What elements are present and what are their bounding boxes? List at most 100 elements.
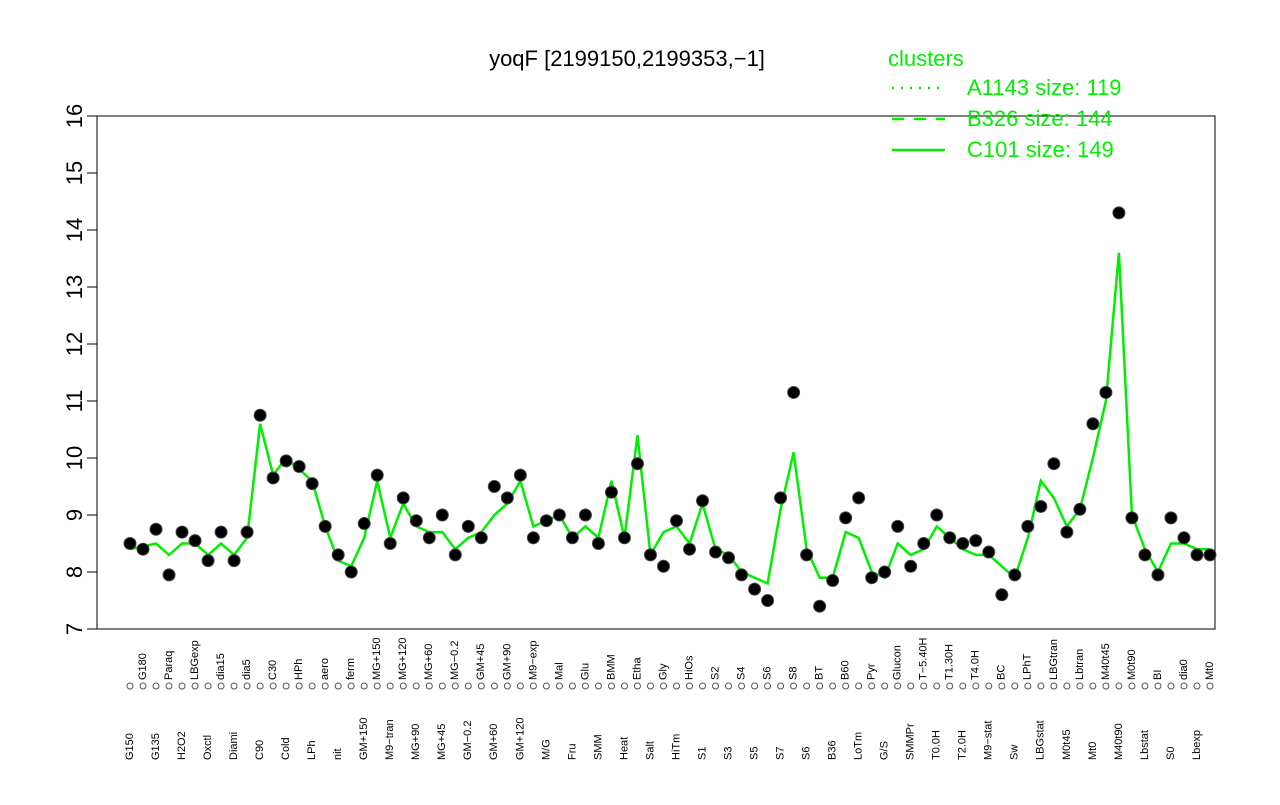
- x-tick-label: Cold: [280, 737, 292, 760]
- x-tick-label: Pyr: [866, 663, 878, 680]
- x-tick-label: G135: [150, 733, 162, 760]
- category-dot: [165, 682, 173, 690]
- category-dot: [777, 682, 785, 690]
- category-dot: [881, 682, 889, 690]
- x-tick-label: dia5: [241, 659, 253, 680]
- sample-point: [1125, 511, 1139, 525]
- x-tick-label: Gly: [657, 663, 669, 680]
- category-dot: [712, 682, 720, 690]
- sample-point: [1021, 519, 1035, 533]
- category-dot: [1076, 682, 1084, 690]
- category-dot: [399, 682, 407, 690]
- x-tick-label: MG+150: [371, 638, 383, 681]
- sample-point: [969, 534, 983, 548]
- category-dot: [933, 682, 941, 690]
- sample-point: [253, 408, 267, 422]
- category-dot: [347, 682, 355, 690]
- category-dot: [855, 682, 863, 690]
- sample-point: [943, 531, 957, 545]
- x-tick-label: Mt0: [1204, 662, 1216, 680]
- x-tick-label: HiTm: [670, 734, 682, 760]
- x-tick-label: GM−0.2: [462, 721, 474, 760]
- x-tick-label: B36: [827, 740, 839, 760]
- x-tick-label: S3: [722, 747, 734, 760]
- sample-point: [422, 531, 436, 545]
- x-tick-label: G/S: [879, 741, 891, 760]
- x-tick-label: MG−0.2: [449, 641, 461, 680]
- sample-point: [513, 468, 527, 482]
- sample-point: [266, 471, 280, 485]
- x-tick-label: MG+60: [423, 644, 435, 680]
- sample-point: [578, 508, 592, 522]
- x-tick-label: dia15: [215, 653, 227, 680]
- sample-point: [839, 511, 853, 525]
- category-dot: [542, 682, 550, 690]
- category-dot: [503, 682, 511, 690]
- x-tick-label: S6: [801, 747, 813, 760]
- x-tick-label: S2: [709, 667, 721, 680]
- y-tick-label: 12: [62, 332, 87, 356]
- x-tick-label: M9−stat: [983, 721, 995, 760]
- sample-point: [917, 537, 931, 550]
- x-tick-label: C30: [267, 660, 279, 680]
- sample-point: [409, 514, 423, 528]
- x-tick-label: H2O2: [176, 731, 188, 760]
- x-tick-label: aero: [319, 658, 331, 680]
- sample-point: [604, 485, 618, 499]
- category-dot: [386, 682, 394, 690]
- sample-point: [552, 508, 566, 522]
- sample-point: [1060, 525, 1074, 539]
- x-tick-label: Etha: [631, 656, 643, 680]
- category-dot: [256, 682, 264, 690]
- category-dot: [686, 682, 694, 690]
- category-dot: [451, 682, 459, 690]
- sample-point: [1138, 548, 1152, 562]
- x-tick-label: G150: [124, 733, 136, 760]
- x-tick-label: Glucon: [892, 645, 904, 680]
- category-dot: [738, 682, 746, 690]
- category-dot: [464, 682, 472, 690]
- sample-point: [878, 565, 892, 579]
- y-tick-label: 8: [62, 566, 87, 578]
- x-tick-label: T1.30H: [944, 644, 956, 680]
- category-dot: [725, 682, 733, 690]
- sample-point: [1177, 531, 1191, 545]
- sample-point: [683, 542, 697, 556]
- category-dot: [438, 682, 446, 690]
- sample-point: [474, 531, 488, 545]
- sample-point: [305, 477, 319, 491]
- x-tick-label: M0t90: [1126, 649, 1138, 680]
- sample-point: [787, 385, 801, 399]
- sample-point: [630, 457, 644, 471]
- x-tick-label: Oxctl: [202, 735, 214, 760]
- x-tick-label: M/G: [540, 739, 552, 760]
- category-dot: [972, 682, 980, 690]
- x-tick-label: T2.0H: [957, 730, 969, 760]
- category-dot: [920, 682, 928, 690]
- sample-point: [1151, 568, 1165, 582]
- category-dot: [894, 682, 902, 690]
- sample-point: [461, 519, 475, 533]
- x-tick-label: T−5.40H: [918, 637, 930, 680]
- sample-point: [565, 531, 579, 545]
- x-tick-label: GM+45: [475, 644, 487, 680]
- x-tick-label: dia0: [1178, 659, 1190, 680]
- x-tick-label: Heat: [618, 737, 630, 760]
- category-dot: [412, 682, 420, 690]
- legend-label: C101 size: 149: [967, 137, 1114, 162]
- sample-point: [500, 491, 514, 505]
- category-dot: [516, 682, 524, 690]
- category-dot: [1128, 682, 1136, 690]
- sample-point: [136, 542, 150, 556]
- category-dot: [1115, 682, 1123, 690]
- sample-point: [852, 491, 866, 505]
- category-dot: [985, 682, 993, 690]
- x-tick-label: S4: [735, 667, 747, 680]
- chart-title: yoqF [2199150,2199353,−1]: [489, 46, 765, 71]
- x-tick-label: T0.0H: [931, 730, 943, 760]
- x-tick-label: MG+45: [436, 724, 448, 760]
- sample-point: [175, 525, 189, 539]
- sample-point: [865, 571, 879, 585]
- x-tick-label: BT: [814, 666, 826, 680]
